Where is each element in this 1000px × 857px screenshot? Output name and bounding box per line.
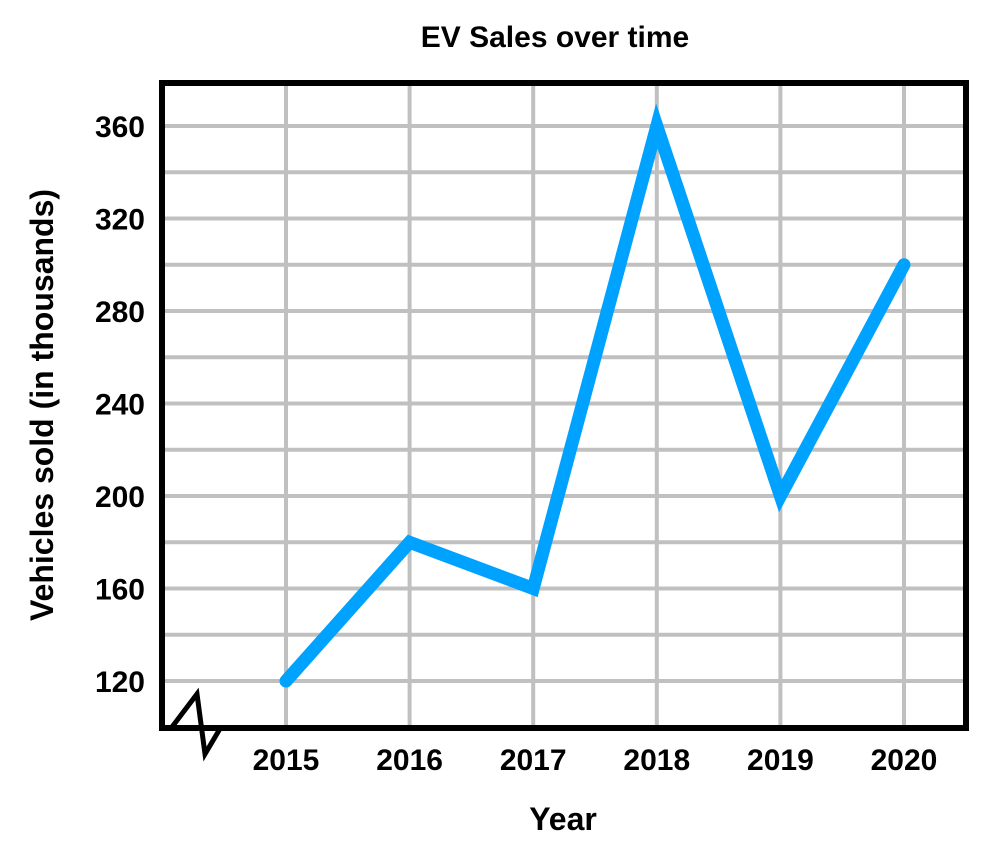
x-tick-label: 2020 [871,744,938,777]
series-layer [279,103,911,688]
data-point [779,495,782,497]
y-axis-break [170,687,224,762]
x-tick-label: 2018 [623,744,690,777]
x-tick-label: 2017 [500,744,567,777]
y-axis-label: Vehicles sold (in thousands) [24,189,60,621]
plot-frame [159,80,969,731]
grid-lines [162,83,966,728]
y-tick-labels: 120 160 200 240 280 320 360 [95,111,145,699]
y-tick-label: 360 [95,111,145,144]
x-tick-label: 2019 [747,744,814,777]
x-tick-labels: 2015 2016 2017 2018 2019 2020 [253,744,938,777]
axis-break-mark [170,687,224,762]
data-point [285,680,287,682]
x-tick-label: 2015 [253,744,320,777]
y-tick-label: 160 [95,574,145,607]
y-tick-label: 120 [95,666,145,699]
y-tick-label: 320 [95,204,145,237]
x-tick-label: 2016 [376,744,443,777]
y-tick-label: 200 [95,481,145,514]
data-point [903,263,905,266]
data-point [408,541,411,544]
y-tick-label: 240 [95,389,145,422]
data-point [532,587,535,590]
chart-title: EV Sales over time [421,21,689,54]
series-line [279,103,911,688]
y-tick-label: 280 [95,296,145,329]
data-point [655,125,658,127]
x-axis-label: Year [529,801,597,837]
